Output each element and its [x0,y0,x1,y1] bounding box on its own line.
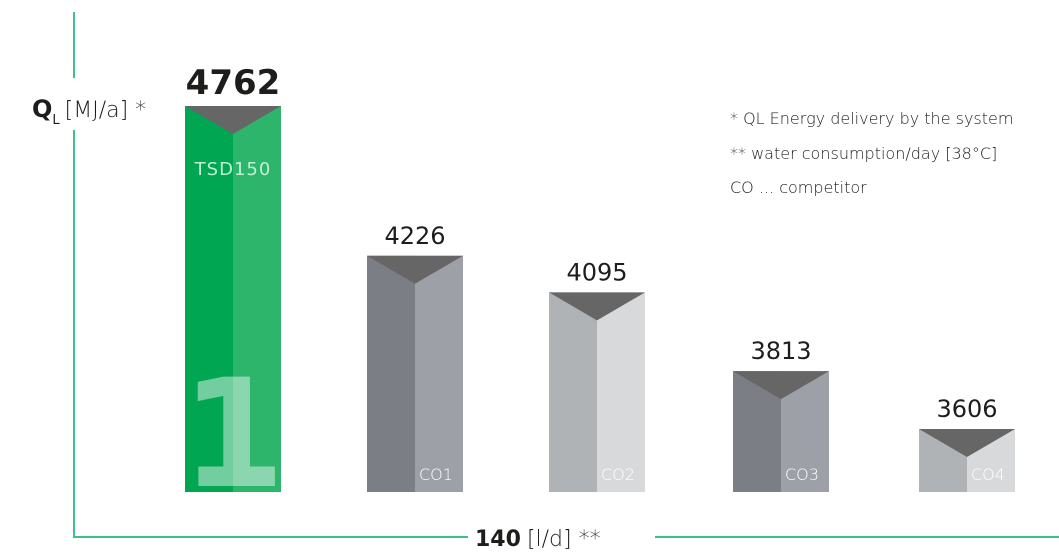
bar-value-label: 3606 [936,395,997,423]
bar-top-cap [367,255,463,284]
bar-category-label: CO4 [971,465,1005,484]
bar-category-label: TSD150 [194,159,272,180]
bar-co2: 4095 CO2 [549,258,645,492]
bar-top-cap [549,292,645,321]
bar-left-face [367,255,415,492]
bar-co1: 4226 CO1 [367,222,463,492]
bar-co3: 3813 CO3 [733,337,829,492]
y-axis-label: QL [MJ/a] * [32,95,146,128]
bar-top-cap [185,106,281,134]
x-axis-label: 140 [l/d] ** [475,527,601,552]
bar-tsd150: 4762 TSD150 1 [181,63,285,522]
bar-right-face [233,106,281,492]
bar-right-face [597,292,645,492]
bar-category-label: CO1 [419,465,453,484]
bar-co4: 3606 CO4 [919,395,1015,492]
bar-value-label: 4226 [384,222,445,250]
bar-value-label: 4762 [186,63,281,103]
bar-top-cap [733,371,829,400]
bar-right-face [415,255,463,492]
rank-number: 1 [181,348,285,522]
note-ql: * QL Energy delivery by the system [730,109,1013,128]
bar-category-label: CO3 [785,465,819,484]
note-water: ** water consumption/day [38°C] [730,144,997,163]
bar-left-face [185,106,233,492]
bar-category-label: CO2 [601,465,635,484]
bar-value-label: 4095 [566,258,627,286]
bar-value-label: 3813 [750,337,811,365]
bar-top-cap [919,429,1015,457]
bar-left-face [549,292,597,492]
note-competitor: CO ... competitor [730,178,867,197]
